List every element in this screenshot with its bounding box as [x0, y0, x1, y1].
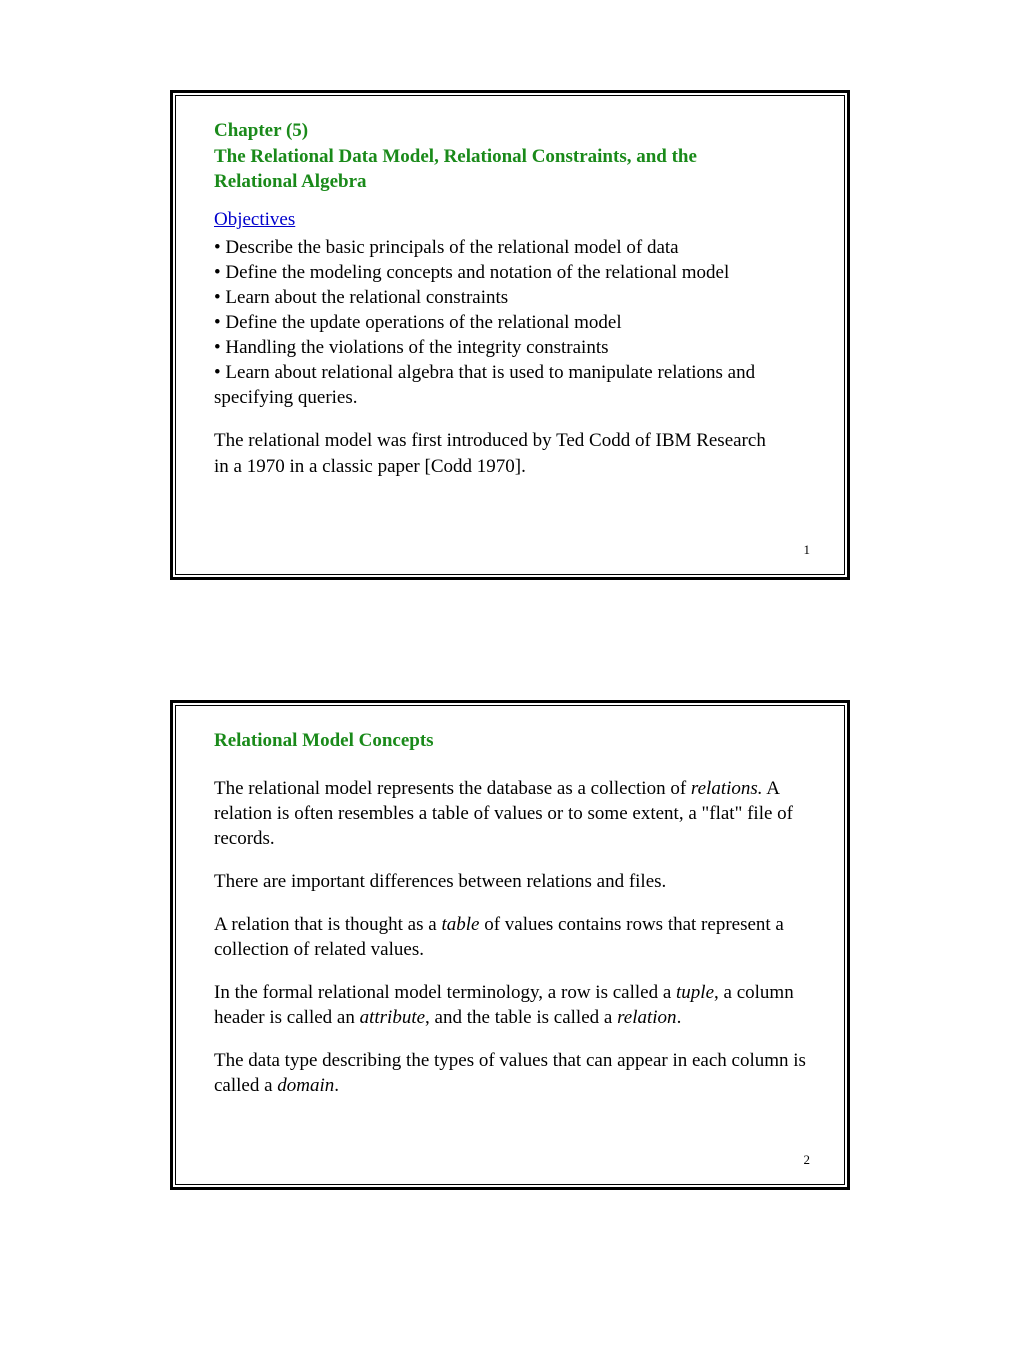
p4-e: , and the table is called a [425, 1007, 617, 1028]
slide-2-page-number: 2 [804, 1152, 811, 1168]
objective-5: • Handling the violations of the integri… [214, 335, 806, 360]
title-line-2: Relational Algebra [214, 171, 367, 192]
objective-4: • Define the update operations of the re… [214, 310, 806, 335]
chapter-label: Chapter (5) [214, 120, 308, 141]
slide-2-para-5: The data type describing the types of va… [214, 1048, 806, 1098]
objective-6: • Learn about relational algebra that is… [214, 360, 806, 410]
slide-2: Relational Model Concepts The relational… [170, 700, 850, 1190]
slide-1: Chapter (5) The Relational Data Model, R… [170, 90, 850, 580]
p1-a: The relational model represents the data… [214, 778, 691, 799]
slide-1-page-number: 1 [804, 542, 811, 558]
slide-1-content: Chapter (5) The Relational Data Model, R… [170, 90, 850, 580]
slide-2-para-4: In the formal relational model terminolo… [214, 980, 806, 1030]
p4-d: attribute [360, 1007, 425, 1028]
slide-1-title: Chapter (5) The Relational Data Model, R… [214, 118, 806, 195]
slide-2-para-1: The relational model represents the data… [214, 776, 806, 851]
slide-2-para-3: A relation that is thought as a table of… [214, 912, 806, 962]
objective-1: • Describe the basic principals of the r… [214, 235, 806, 260]
p4-b: tuple [676, 982, 714, 1003]
p5-c: . [334, 1075, 339, 1096]
slide-2-content: Relational Model Concepts The relational… [170, 700, 850, 1190]
slide-2-heading: Relational Model Concepts [214, 728, 806, 754]
p5-b: domain [277, 1075, 334, 1096]
intro-line-2: in a 1970 in a classic paper [Codd 1970]… [214, 454, 806, 479]
p4-g: . [677, 1007, 682, 1028]
slide-gap [0, 580, 1020, 700]
p3-a: A relation that is thought as a [214, 914, 441, 935]
p4-f: relation [617, 1007, 676, 1028]
objectives-link[interactable]: Objectives [214, 209, 806, 231]
p1-b: relations. [691, 778, 763, 799]
objective-2: • Define the modeling concepts and notat… [214, 260, 806, 285]
slide-2-para-2: There are important differences between … [214, 869, 806, 894]
page-container: Chapter (5) The Relational Data Model, R… [0, 0, 1020, 1260]
intro-line-1: The relational model was first introduce… [214, 428, 806, 453]
title-line-1: The Relational Data Model, Relational Co… [214, 146, 697, 167]
objective-3: • Learn about the relational constraints [214, 285, 806, 310]
p4-a: In the formal relational model terminolo… [214, 982, 676, 1003]
p3-b: table [441, 914, 479, 935]
